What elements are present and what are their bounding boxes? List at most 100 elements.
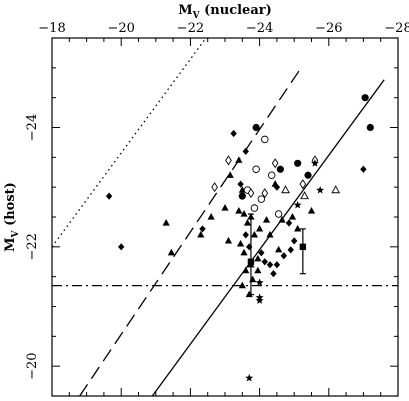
filled-triangle-point (247, 213, 255, 220)
filled-diamond-point (105, 192, 113, 200)
filled-circle-point (361, 94, 369, 102)
filled-circle-point (252, 123, 260, 132)
filled-triangle-point (266, 230, 274, 238)
filled-diamond-point (246, 243, 253, 251)
open-triangle-point (300, 191, 309, 200)
filled-triangle-point (226, 171, 234, 178)
filled-triangle-point (224, 236, 233, 244)
filled-square-point (247, 258, 255, 265)
star-point (245, 373, 254, 382)
filled-circle-point (276, 165, 284, 173)
open-circle-point (252, 165, 260, 174)
star-point (316, 185, 325, 194)
plot-frame (51, 37, 399, 397)
open-diamond-point (299, 179, 307, 190)
filled-diamond-point (242, 147, 249, 155)
filled-triangle-point (245, 290, 253, 298)
open-diamond-point (261, 188, 269, 199)
filled-triangle-point (236, 239, 245, 247)
open-diamond-point (225, 155, 232, 166)
filled-triangle-point (262, 215, 271, 223)
open-triangle-point (331, 185, 341, 194)
reference-line-dotted (52, 38, 207, 248)
filled-circle-point (304, 171, 312, 179)
filled-triangle-point (307, 207, 316, 214)
star-point (255, 296, 264, 304)
x-axis-title-main: M (178, 3, 192, 18)
filled-diamond-point (273, 261, 281, 269)
filled-triangle-point (162, 218, 170, 226)
axis-ticks (51, 37, 399, 397)
y-axis-title: MV (host) (3, 182, 21, 252)
filled-triangle-point (250, 230, 259, 238)
y-tick-label: −22 (25, 233, 40, 260)
filled-diamond-point (118, 243, 125, 251)
x-tick-label: −18 (38, 21, 65, 36)
x-tick-label: −24 (246, 21, 273, 36)
open-circle-point (261, 135, 269, 144)
filled-triangle-point (240, 248, 248, 256)
open-circle-point (257, 195, 266, 203)
filled-circle-point (238, 192, 246, 200)
x-tick-label: −20 (107, 21, 134, 36)
x-tick-label: −22 (177, 21, 204, 36)
filled-diamond-point (270, 270, 277, 278)
filled-circle-point (294, 159, 302, 167)
reference-line-solid (151, 79, 385, 396)
filled-diamond-point (242, 231, 249, 239)
open-circle-point (250, 204, 259, 212)
open-diamond-point (271, 158, 279, 169)
filled-triangle-point (254, 266, 262, 274)
open-circle-point (267, 171, 276, 179)
y-axis-title-suffix: (host) (3, 182, 18, 230)
filled-triangle-point (275, 245, 283, 253)
x-tick-label: −26 (315, 21, 342, 36)
filled-triangle-point (243, 218, 252, 226)
filled-triangle-point (167, 248, 175, 256)
filled-triangle-point (242, 266, 250, 274)
filled-triangle-point (256, 224, 264, 232)
star-point (255, 278, 264, 287)
open-diamond-point (211, 182, 218, 193)
filled-diamond-point (360, 165, 367, 173)
filled-triangle-point (249, 275, 257, 283)
y-axis-title-subscript: V (11, 229, 21, 238)
filled-diamond-point (230, 129, 237, 138)
star-point (310, 159, 319, 167)
filled-triangle-point (238, 281, 246, 289)
x-axis-title-subscript: V (192, 11, 201, 21)
filled-circle-point (366, 123, 374, 132)
filled-triangle-point (278, 215, 286, 223)
filled-diamond-point (237, 180, 244, 188)
filled-triangle-point (294, 224, 302, 232)
y-axis-title-main: M (3, 237, 18, 251)
x-axis-title-suffix: (nuclear) (200, 3, 272, 18)
filled-diamond-point (285, 219, 293, 227)
filled-diamond-point (266, 261, 274, 269)
filled-diamond-point (280, 252, 288, 260)
open-diamond-point (247, 188, 255, 199)
filled-triangle-point (254, 254, 262, 262)
x-tick-label: −28 (384, 21, 409, 36)
filled-triangle-point (235, 207, 243, 214)
filled-diamond-point (273, 183, 281, 191)
open-circle-point (274, 210, 283, 218)
tick-labels: −18 −20 −22 −24 −26 −28 −20 −22 −24 (25, 21, 409, 380)
filled-triangle-point (207, 213, 215, 220)
filled-square-point (299, 243, 307, 251)
open-triangle-point (281, 185, 290, 194)
filled-diamond-point (199, 225, 206, 233)
filled-diamond-point (291, 237, 298, 245)
filled-triangle-point (288, 213, 297, 220)
filled-diamond-point (261, 258, 268, 266)
x-axis-title: MV (nuclear) (178, 3, 272, 21)
filled-diamond-point (287, 246, 294, 254)
filled-triangle-point (221, 204, 229, 211)
y-tick-label: −24 (25, 114, 40, 141)
filled-triangle-point (197, 230, 205, 238)
reference-line-dashed (79, 67, 302, 396)
filled-triangle-point (240, 210, 248, 217)
star-point (293, 200, 302, 209)
filled-diamond-point (258, 249, 265, 257)
